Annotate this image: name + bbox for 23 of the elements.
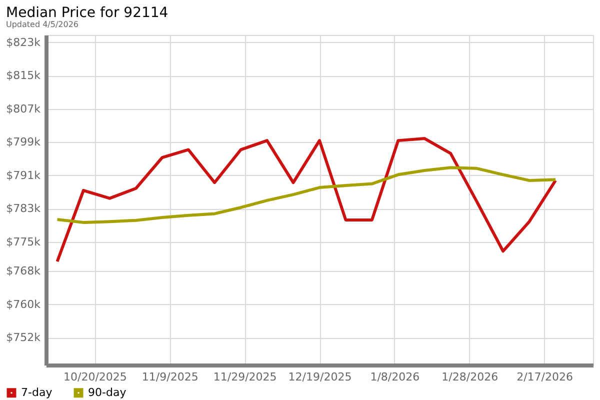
x-tick-label: 11/29/2025 bbox=[213, 370, 277, 384]
y-tick-label: $791k bbox=[6, 168, 42, 182]
x-tick-label: 12/19/2025 bbox=[288, 370, 352, 384]
y-tick-label: $783k bbox=[6, 202, 42, 216]
y-tick-label: $768k bbox=[6, 264, 42, 278]
legend-label: 7-day bbox=[21, 386, 53, 399]
chart-title: Median Price for 92114 bbox=[6, 5, 168, 21]
y-tick-label: $760k bbox=[6, 298, 42, 311]
legend-label: 90-day bbox=[88, 386, 127, 399]
x-tick-label: 1/8/2026 bbox=[370, 370, 420, 384]
x-tick-label: 1/28/2026 bbox=[442, 370, 498, 384]
x-tick-label: 2/17/2026 bbox=[516, 370, 573, 384]
x-tick-label: 11/9/2025 bbox=[142, 370, 198, 384]
line-series bbox=[56, 136, 558, 264]
y-tick-label: $815k bbox=[6, 69, 42, 82]
y-tick-label: $823k bbox=[6, 36, 42, 49]
y-tick-label: $775k bbox=[6, 235, 42, 248]
chart-subtitle: Updated 4/5/2026 bbox=[6, 20, 79, 29]
y-tick-label: $807k bbox=[6, 102, 42, 116]
y-tick-label: $752k bbox=[6, 331, 42, 344]
line-series bbox=[56, 166, 558, 224]
y-tick-label: $799k bbox=[6, 136, 42, 149]
x-tick-label: 10/20/2025 bbox=[64, 370, 127, 384]
